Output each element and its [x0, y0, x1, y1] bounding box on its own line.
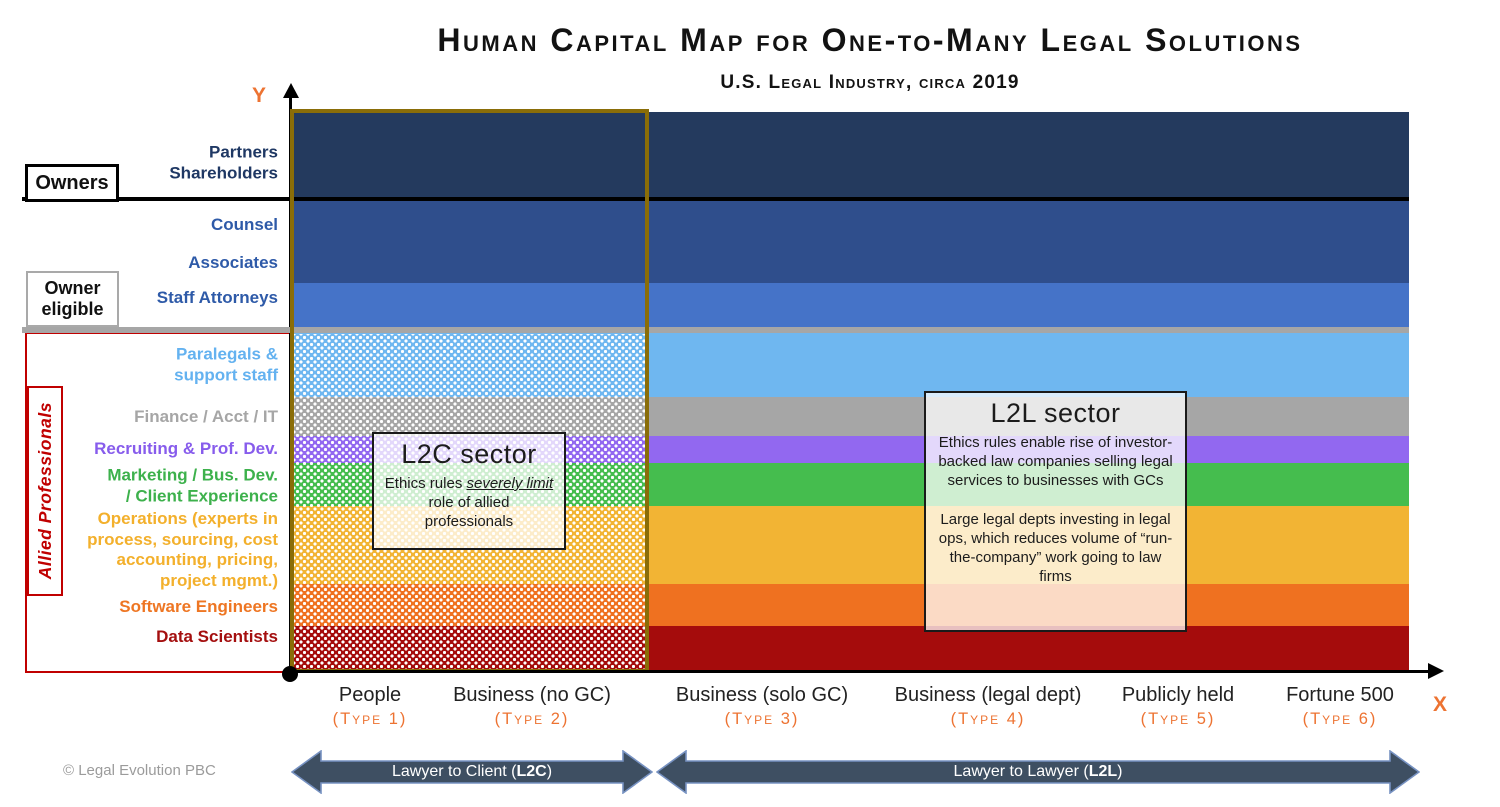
column-type-1: (Type 1)	[332, 710, 408, 728]
l2l-sector-title: L2L sector	[990, 398, 1121, 428]
row-label-marketing: Marketing / Bus. Dev. / Client Experienc…	[107, 465, 278, 506]
owners-box: Owners	[25, 164, 119, 202]
x-axis-line	[290, 670, 1430, 673]
row-label-paralegals: Paralegals & support staff	[174, 344, 278, 385]
column-type-5: (Type 5)	[1140, 710, 1216, 728]
l2c-region-outline	[290, 109, 649, 673]
column-type-3: (Type 3)	[724, 710, 800, 728]
row-label-operations: Operations (experts in process, sourcing…	[87, 509, 278, 590]
column-name-2: Business (no GC)	[453, 684, 611, 706]
owner-eligible-box: Owner eligible	[26, 271, 119, 327]
x-axis-arrowhead	[1428, 663, 1444, 679]
y-axis-label: Y	[252, 84, 267, 107]
column-name-6: Fortune 500	[1286, 684, 1394, 706]
column-type-2: (Type 2)	[494, 710, 570, 728]
l2c-arrow: Lawyer to Client (L2C)	[291, 750, 653, 794]
page-subtitle: U.S. Legal Industry, circa 2019	[720, 72, 1020, 93]
column-type-6: (Type 6)	[1302, 710, 1378, 728]
l2l-arrow-label: Lawyer to Lawyer (L2L)	[953, 763, 1123, 780]
column-name-3: Business (solo GC)	[675, 684, 849, 706]
l2c-arrow-label: Lawyer to Client (L2C)	[391, 763, 553, 780]
row-label-staff-attorneys: Staff Attorneys	[156, 287, 278, 307]
owners-box-label: Owners	[35, 171, 109, 194]
row-label-recruiting: Recruiting & Prof. Dev.	[94, 438, 278, 458]
row-label-counsel: Counsel	[210, 214, 278, 234]
page-title: Human Capital Map for One-to-Many Legal …	[437, 22, 1303, 58]
x-axis-label: X	[1433, 693, 1448, 716]
column-label-2: Business (no GC) (Type 2)	[417, 684, 647, 729]
column-label-4: Business (legal dept) (Type 4)	[873, 684, 1103, 729]
l2c-sector-box: L2C sector Ethics rules severely limit r…	[372, 432, 566, 550]
owner-eligible-line	[22, 327, 1409, 333]
l2l-sector-box: L2L sector Ethics rules enable rise of i…	[924, 391, 1187, 632]
band-counsel-associates	[290, 198, 1409, 283]
owners-line	[22, 197, 1409, 201]
allied-professionals-box: Allied Professionals	[27, 386, 63, 596]
l2l-sector-body: Ethics rules enable rise of investor-bac…	[938, 434, 1173, 586]
l2c-sector-body: Ethics rules severely limit role of alli…	[384, 475, 554, 531]
origin-dot	[282, 666, 298, 682]
column-label-6: Fortune 500 (Type 6)	[1225, 684, 1455, 729]
band-staff-attorneys	[290, 283, 1409, 328]
l2l-arrow: Lawyer to Lawyer (L2L)	[656, 750, 1420, 794]
l2c-sector-title: L2C sector	[401, 439, 537, 469]
column-label-5: Publicly held (Type 5)	[1063, 684, 1293, 729]
band-partners-shareholders	[290, 112, 1409, 198]
row-label-finance-acct-it: Finance / Acct / IT	[134, 406, 278, 426]
row-label-data-scientists: Data Scientists	[156, 626, 278, 646]
column-label-1: People (Type 1)	[255, 684, 485, 729]
row-label-associates: Associates	[188, 252, 278, 272]
y-axis-arrowhead	[283, 83, 299, 98]
column-name-1: People	[338, 684, 402, 706]
column-label-3: Business (solo GC) (Type 3)	[647, 684, 877, 729]
row-label-software-engineers: Software Engineers	[119, 596, 278, 616]
row-label-partners-shareholders: Partners Shareholders	[169, 142, 278, 183]
column-name-5: Publicly held	[1121, 684, 1235, 706]
column-name-4: Business (legal dept)	[894, 684, 1082, 706]
copyright-text: © Legal Evolution PBC	[63, 762, 216, 779]
column-type-4: (Type 4)	[950, 710, 1026, 728]
